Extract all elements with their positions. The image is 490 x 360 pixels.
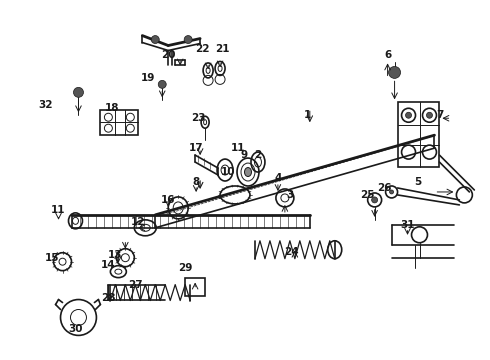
Text: 7: 7	[436, 110, 443, 120]
Text: 10: 10	[221, 167, 235, 177]
Text: 19: 19	[141, 73, 155, 84]
Text: 15: 15	[45, 253, 60, 263]
Text: 13: 13	[108, 250, 122, 260]
Text: 4: 4	[274, 173, 282, 183]
Circle shape	[389, 67, 400, 78]
Text: 25: 25	[361, 190, 375, 200]
Bar	[100, 110, 138, 135]
Bar	[397, 102, 440, 167]
Circle shape	[371, 197, 378, 203]
Text: 3: 3	[286, 190, 294, 200]
Text: 11: 11	[231, 143, 245, 153]
Circle shape	[406, 112, 412, 118]
Text: 27: 27	[128, 280, 143, 289]
Text: 21: 21	[215, 44, 229, 54]
Text: 20: 20	[161, 50, 175, 60]
Text: 5: 5	[414, 177, 421, 187]
Text: 18: 18	[105, 103, 120, 113]
Text: 26: 26	[377, 183, 392, 193]
Circle shape	[158, 80, 166, 88]
Text: 6: 6	[384, 50, 391, 60]
Text: 1: 1	[304, 110, 312, 120]
Text: 30: 30	[68, 324, 83, 334]
Text: 23: 23	[191, 113, 205, 123]
Text: 31: 31	[400, 220, 415, 230]
Circle shape	[426, 112, 433, 118]
Text: 8: 8	[193, 177, 200, 187]
Circle shape	[74, 87, 83, 97]
Text: 11: 11	[51, 205, 66, 215]
Text: 24: 24	[285, 247, 299, 257]
Text: 12: 12	[131, 217, 146, 227]
Text: 29: 29	[178, 263, 193, 273]
Circle shape	[184, 36, 192, 44]
Text: 17: 17	[189, 143, 203, 153]
Text: 16: 16	[161, 195, 175, 205]
Text: 22: 22	[195, 44, 209, 54]
Text: 28: 28	[101, 293, 116, 302]
Circle shape	[390, 190, 393, 194]
Text: 9: 9	[241, 150, 247, 160]
Text: 14: 14	[101, 260, 116, 270]
Circle shape	[151, 36, 159, 44]
Text: 2: 2	[254, 150, 262, 160]
Ellipse shape	[245, 167, 251, 176]
Text: 32: 32	[38, 100, 53, 110]
Bar	[185, 278, 205, 296]
